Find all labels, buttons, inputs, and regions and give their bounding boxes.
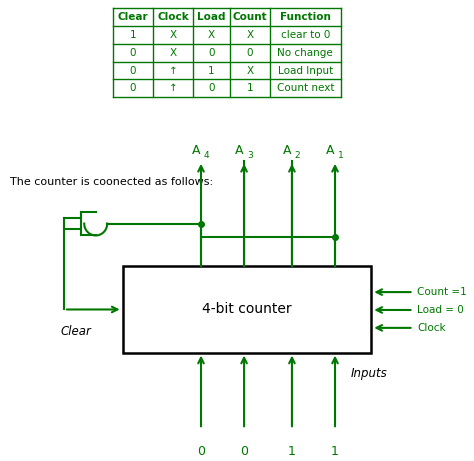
- Text: The counter is coonected as follows:: The counter is coonected as follows:: [9, 177, 213, 187]
- Text: 1: 1: [246, 83, 253, 94]
- Text: X: X: [208, 30, 215, 40]
- Text: 1: 1: [338, 151, 344, 160]
- Text: 4-bit counter: 4-bit counter: [202, 302, 292, 317]
- Text: ↑: ↑: [169, 65, 178, 76]
- Text: A: A: [191, 144, 200, 157]
- Text: 1: 1: [208, 65, 215, 76]
- Text: 2: 2: [295, 151, 301, 160]
- Text: Count next: Count next: [277, 83, 334, 94]
- Text: 1: 1: [130, 30, 137, 40]
- Bar: [122, 266, 372, 353]
- Text: X: X: [170, 47, 177, 58]
- Text: 4: 4: [204, 151, 210, 160]
- Text: 0: 0: [197, 445, 205, 458]
- Text: 0: 0: [240, 445, 248, 458]
- Text: 0: 0: [130, 47, 137, 58]
- Text: No change: No change: [277, 47, 333, 58]
- Text: 0: 0: [130, 65, 137, 76]
- Text: Count =1: Count =1: [417, 287, 467, 297]
- Text: 1: 1: [331, 445, 339, 458]
- Text: Function: Function: [280, 12, 331, 22]
- Text: Clock: Clock: [417, 323, 446, 333]
- Text: Load Input: Load Input: [278, 65, 333, 76]
- Text: X: X: [246, 65, 254, 76]
- Text: 1: 1: [288, 445, 296, 458]
- Text: 0: 0: [208, 47, 215, 58]
- Text: Load: Load: [197, 12, 226, 22]
- Text: ↑: ↑: [169, 83, 178, 94]
- Text: Clear: Clear: [118, 12, 148, 22]
- Text: X: X: [246, 30, 254, 40]
- Text: 0: 0: [246, 47, 253, 58]
- Text: 0: 0: [130, 83, 137, 94]
- Text: Clock: Clock: [157, 12, 189, 22]
- Text: A: A: [235, 144, 243, 157]
- Text: A: A: [326, 144, 334, 157]
- Text: X: X: [170, 30, 177, 40]
- Text: Clear: Clear: [60, 325, 91, 338]
- Text: 3: 3: [247, 151, 253, 160]
- Text: 0: 0: [208, 83, 215, 94]
- Text: Inputs: Inputs: [350, 366, 387, 379]
- Text: Load = 0: Load = 0: [417, 305, 464, 315]
- Text: A: A: [283, 144, 291, 157]
- Text: Count: Count: [233, 12, 267, 22]
- Text: clear to 0: clear to 0: [281, 30, 330, 40]
